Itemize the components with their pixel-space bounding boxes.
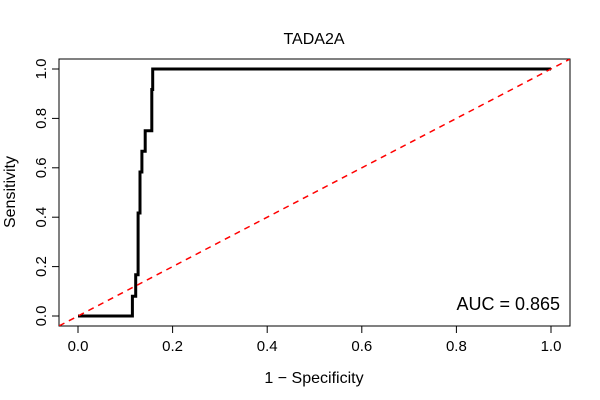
y-tick-label: 0.4 — [33, 207, 50, 228]
series — [59, 59, 570, 326]
x-tick-label: 0.6 — [351, 338, 372, 355]
y-axis-label: Sensitivity — [2, 156, 19, 228]
x-tick-label: 1.0 — [541, 338, 562, 355]
x-tick-label: 0.8 — [446, 338, 467, 355]
x-tick-label: 0.0 — [68, 338, 89, 355]
y-tick-label: 0.8 — [33, 108, 50, 129]
y-tick-label: 0.2 — [33, 256, 50, 277]
y-tick-label: 0.6 — [33, 157, 50, 178]
chart-title: TADA2A — [283, 31, 344, 48]
x-tick-label: 0.2 — [162, 338, 183, 355]
axes: 0.0 0.2 0.4 0.6 0.8 1.0 0.0 0.2 0.4 0.6 0.8 1.0 — [33, 59, 561, 355]
y-tick-label: 0.0 — [33, 306, 50, 327]
y-tick-label: 1.0 — [33, 59, 50, 80]
reference-diagonal-line — [59, 59, 570, 326]
auc-annotation: AUC = 0.865 — [456, 294, 560, 314]
x-tick-label: 0.4 — [257, 338, 278, 355]
plot-frame — [58, 58, 571, 327]
roc-curve-line — [78, 67, 551, 318]
x-axis-label: 1 − Specificity — [264, 370, 363, 387]
